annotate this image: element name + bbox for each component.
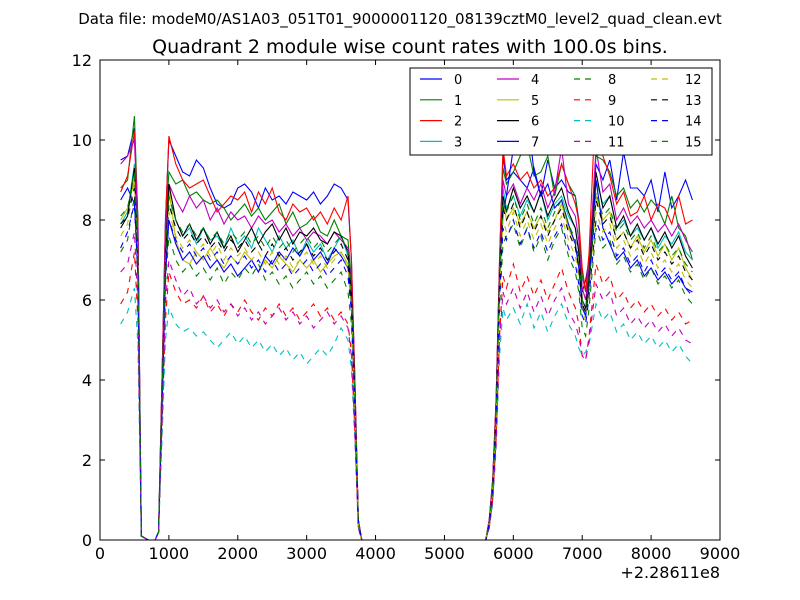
legend-item-11: 11 (574, 135, 625, 150)
series-line-10 (120, 287, 693, 540)
data-file-header: Data file: modeM0/AS1A03_051T01_90000011… (78, 10, 722, 29)
chart-title: Quadrant 2 module wise count rates with … (152, 36, 668, 58)
legend-label: 14 (685, 115, 702, 130)
y-tick-label: 12 (72, 51, 92, 70)
legend-item-5: 5 (497, 94, 539, 109)
legend-label: 9 (608, 94, 616, 109)
legend-label: 15 (685, 135, 702, 150)
series-line-0 (120, 127, 693, 540)
legend-label: 13 (685, 94, 702, 109)
y-tick-label: 2 (82, 451, 92, 470)
y-tick-label: 8 (82, 211, 92, 230)
legend-item-3: 3 (420, 135, 462, 150)
legend-label: 11 (608, 135, 625, 150)
axis-ticks: 0 1000 2000 3000 4000 5000 6000 7000 8000 9000 0 2 4… (72, 51, 741, 563)
legend-label: 2 (454, 115, 462, 130)
y-tick-label: 10 (72, 131, 92, 150)
x-tick-label: 2000 (217, 544, 258, 563)
series-line-13 (120, 187, 693, 540)
x-tick-label: 7000 (562, 544, 603, 563)
legend-item-10: 10 (574, 115, 625, 130)
y-tick-label: 4 (82, 371, 92, 390)
series-lines (120, 91, 693, 540)
x-tick-label: 3000 (286, 544, 327, 563)
plot-area (120, 91, 693, 540)
legend-label: 4 (531, 73, 539, 88)
legend-item-8: 8 (574, 73, 616, 88)
series-line-8 (120, 195, 693, 540)
legend-item-2: 2 (420, 115, 462, 130)
series-line-1 (120, 115, 693, 540)
legend-item-13: 13 (651, 94, 702, 109)
legend-label: 3 (454, 135, 462, 150)
legend-label: 6 (531, 115, 539, 130)
x-tick-label: 5000 (424, 544, 465, 563)
legend-label: 8 (608, 73, 616, 88)
legend-item-7: 7 (497, 135, 539, 150)
y-tick-label: 0 (82, 531, 92, 550)
series-line-6 (120, 167, 693, 540)
legend-label: 7 (531, 135, 539, 150)
x-axis-offset-label: +2.28611e8 (620, 563, 720, 582)
series-line-12 (120, 179, 693, 540)
legend-item-6: 6 (497, 115, 539, 130)
x-tick-label: 4000 (355, 544, 396, 563)
legend-item-4: 4 (497, 73, 539, 88)
x-tick-label: 9000 (700, 544, 741, 563)
legend-label: 1 (454, 94, 462, 109)
x-tick-label: 6000 (493, 544, 534, 563)
x-tick-label: 1000 (149, 544, 190, 563)
legend-item-15: 15 (651, 135, 702, 150)
x-tick-label: 0 (95, 544, 105, 563)
series-line-14 (120, 203, 693, 540)
legend-item-12: 12 (651, 73, 702, 88)
legend-item-14: 14 (651, 115, 702, 130)
legend-box (409, 67, 713, 156)
x-tick-label: 8000 (631, 544, 672, 563)
legend-label: 10 (608, 115, 625, 130)
legend-item-0: 0 (420, 73, 462, 88)
legend-label: 12 (685, 73, 702, 88)
legend-label: 0 (454, 73, 462, 88)
legend-item-1: 1 (420, 94, 462, 109)
series-line-9 (120, 251, 693, 540)
legend-label: 5 (531, 94, 539, 109)
series-line-15 (120, 171, 693, 540)
series-line-11 (120, 231, 693, 540)
legend-item-9: 9 (574, 94, 616, 109)
y-tick-label: 6 (82, 291, 92, 310)
